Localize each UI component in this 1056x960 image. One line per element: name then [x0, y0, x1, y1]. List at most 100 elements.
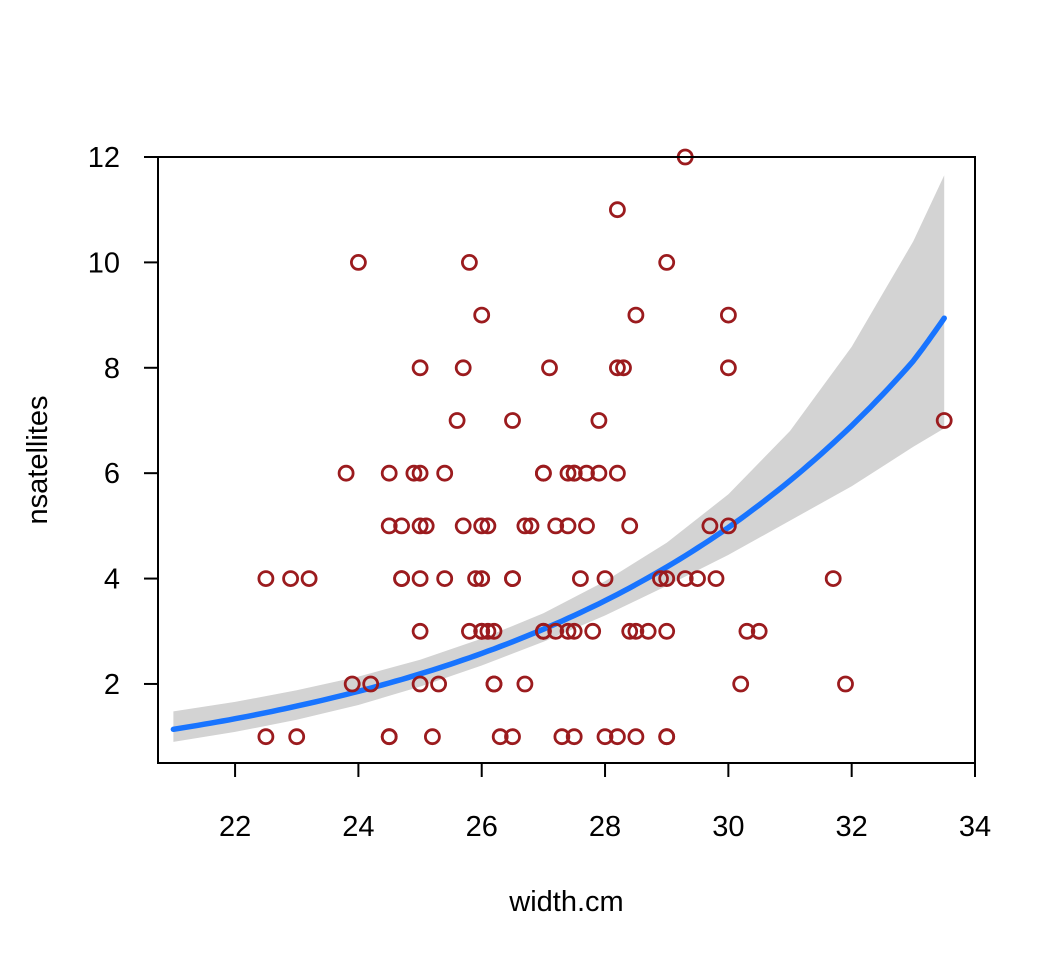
data-point	[596, 728, 614, 746]
data-point	[430, 675, 448, 693]
data-point	[411, 675, 429, 693]
data-point	[824, 570, 842, 587]
data-point	[362, 675, 380, 693]
data-point	[837, 675, 854, 693]
data-point	[504, 570, 521, 587]
data-point	[485, 675, 503, 693]
x-axis: 22 24 26 28 30 32 34	[219, 762, 991, 843]
x-tick-label: 24	[342, 811, 374, 843]
data-point	[627, 622, 645, 640]
confidence-band-layer	[173, 175, 945, 742]
data-point	[565, 728, 583, 746]
data-point	[565, 622, 583, 640]
data-point	[504, 412, 521, 429]
data-point	[707, 570, 725, 587]
data-point	[578, 464, 595, 482]
data-point	[658, 728, 676, 746]
data-point	[559, 622, 577, 640]
data-point	[380, 464, 398, 482]
data-point	[750, 622, 768, 640]
data-point	[393, 517, 411, 535]
x-tick-label: 28	[589, 811, 621, 843]
data-point	[627, 728, 645, 746]
data-point	[584, 622, 602, 640]
data-point	[343, 675, 361, 693]
data-point	[547, 622, 565, 640]
data-point	[479, 622, 497, 640]
data-point	[578, 517, 595, 535]
data-point	[411, 359, 429, 377]
x-tick-label: 22	[219, 811, 251, 843]
data-point	[460, 622, 478, 640]
data-point	[448, 412, 466, 429]
data-point	[473, 570, 491, 587]
data-point	[541, 359, 558, 377]
data-point	[559, 517, 577, 535]
x-axis-title: width.cm	[508, 886, 623, 918]
data-point	[639, 622, 657, 640]
data-point	[732, 675, 750, 693]
data-point	[479, 517, 497, 535]
data-point	[935, 412, 953, 429]
data-point	[405, 464, 423, 482]
data-point	[349, 253, 367, 271]
data-point	[553, 728, 571, 746]
data-point	[596, 570, 614, 587]
confidence-band	[173, 175, 945, 742]
data-point	[504, 728, 521, 746]
data-point	[423, 728, 441, 746]
data-point	[491, 728, 509, 746]
data-point	[652, 570, 669, 587]
data-point	[257, 728, 275, 746]
x-tick-label: 26	[466, 811, 498, 843]
data-point	[535, 622, 552, 640]
data-point	[436, 464, 454, 482]
data-point	[615, 359, 632, 377]
data-point	[411, 570, 429, 587]
x-tick-label: 32	[836, 811, 868, 843]
data-point	[485, 622, 503, 640]
data-point	[454, 517, 472, 535]
data-point	[609, 201, 626, 219]
data-point	[411, 517, 429, 535]
data-point	[473, 517, 491, 535]
data-point	[720, 306, 737, 324]
data-point	[411, 464, 429, 482]
x-tick-label: 34	[959, 811, 991, 843]
data-point	[627, 306, 645, 324]
data-point	[417, 517, 435, 535]
data-point	[590, 412, 608, 429]
data-point	[282, 570, 300, 587]
data-point	[676, 570, 694, 587]
data-point	[738, 622, 756, 640]
y-tick-label: 2	[104, 669, 120, 701]
x-tick-label: 30	[712, 811, 744, 843]
data-point	[380, 517, 398, 535]
y-tick-label: 8	[104, 353, 120, 385]
data-point	[621, 622, 639, 640]
data-point	[621, 517, 639, 535]
y-tick-label: 10	[88, 247, 120, 279]
data-point	[535, 464, 552, 482]
data-point	[522, 517, 540, 535]
data-point	[609, 728, 626, 746]
data-point	[473, 306, 491, 324]
data-point	[337, 464, 355, 482]
y-tick-label: 4	[104, 564, 120, 596]
y-axis: 2 4 6 8 10 12	[88, 142, 159, 701]
data-point	[516, 517, 534, 535]
data-point	[454, 359, 472, 377]
data-point	[609, 359, 626, 377]
data-point	[300, 570, 318, 587]
y-tick-label: 12	[88, 142, 120, 174]
data-point	[572, 570, 589, 587]
data-point	[565, 464, 583, 482]
data-point	[288, 728, 306, 746]
data-point	[547, 517, 565, 535]
fit-line-layer	[170, 315, 947, 733]
data-point	[257, 570, 275, 587]
data-point	[720, 359, 737, 377]
data-point	[393, 570, 411, 587]
data-point	[467, 570, 485, 587]
